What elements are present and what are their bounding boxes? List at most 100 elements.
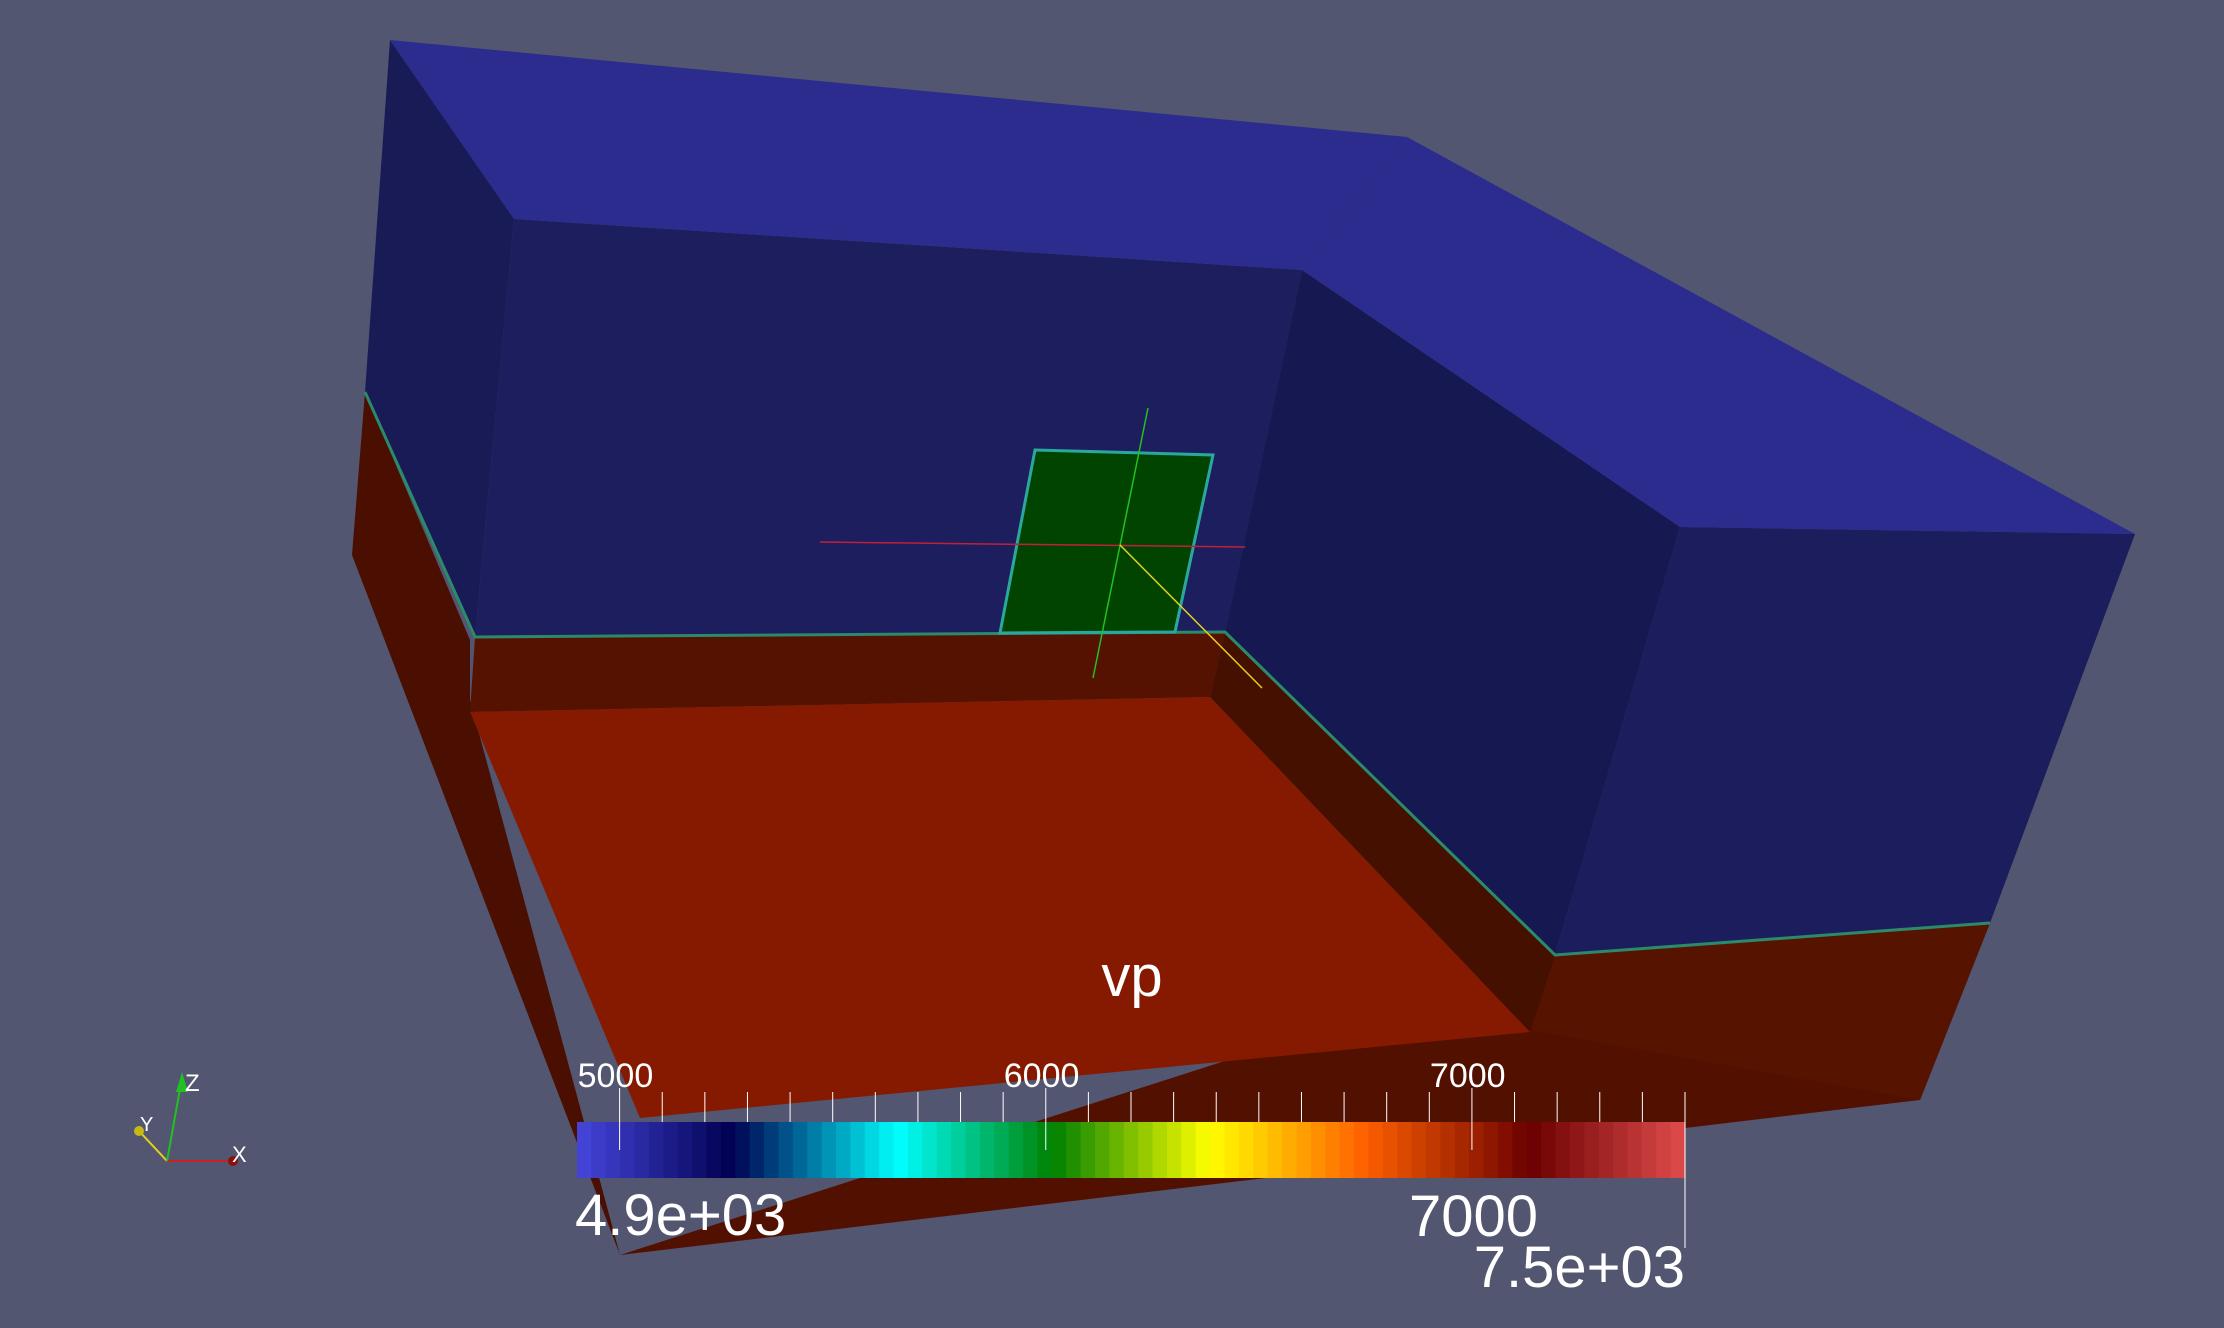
colorbar-band [821,1122,837,1178]
colorbar-band [1224,1122,1240,1178]
colorbar-band [591,1122,607,1178]
colorbar-band [1541,1122,1557,1178]
colorbar-ticks: 5000 6000 7000 [578,1057,1686,1248]
upper-right-outer-side [1555,527,2135,955]
lower-left-side [352,392,620,1255]
colorbar-title: vp [1101,944,1162,1009]
upper-left-outer-side [365,40,514,637]
colorbar-band [1656,1122,1672,1178]
colorbar-band [1526,1122,1542,1178]
colorbar-band [634,1122,650,1178]
colorbar-band [1210,1122,1226,1178]
colorbar-band [994,1122,1010,1178]
colorbar-band [1584,1122,1600,1178]
colorbar-band [1080,1122,1096,1178]
colorbar-band [1152,1122,1168,1178]
colorbar-band [1613,1122,1629,1178]
orientation-x-label: X [232,1142,247,1167]
colorbar-band [1195,1122,1211,1178]
colorbar-band [1569,1122,1585,1178]
colorbar-band [792,1122,808,1178]
colorbar-min-label: 4.9e+03 [575,1183,786,1248]
colorbar-band [1555,1122,1571,1178]
colorbar-band [1181,1122,1197,1178]
colorbar-band [807,1122,823,1178]
colorbar-band [936,1122,952,1178]
colorbar-band [1267,1122,1283,1178]
layer-interface-lines [363,391,1991,957]
colorbar-max-label: 7.5e+03 [1474,1235,1685,1300]
colorbar-band [706,1122,722,1178]
colorbar-band [648,1122,664,1178]
colorbar-band [677,1122,693,1178]
colorbar-band [764,1122,780,1178]
color-legend[interactable]: vp 5000 6000 7000 4.9e+03 7000 7.5e+03 [575,944,1686,1300]
upper-top-face-left [390,40,1407,270]
colorbar-band [1454,1122,1470,1178]
colorbar-band [1095,1122,1111,1178]
colorbar-band [893,1122,909,1178]
colorbar-band [1382,1122,1398,1178]
colorbar-band [1238,1122,1254,1178]
colorbar-band [605,1122,621,1178]
colorbar-band [1440,1122,1456,1178]
colorbar-band [1310,1122,1326,1178]
upper-layer [365,40,2135,955]
colorbar-band [1066,1122,1082,1178]
colorbar-band [1296,1122,1312,1178]
colorbar-band [879,1122,895,1178]
colorbar-band [749,1122,765,1178]
colorbar-band [864,1122,880,1178]
colorbar-band [951,1122,967,1178]
lower-right-side [1530,923,1990,1100]
colorbar-band [1023,1122,1039,1178]
colorbar-band [1411,1122,1427,1178]
colorbar-band [1469,1122,1485,1178]
colorbar-band [1253,1122,1269,1178]
colorbar-band [1123,1122,1139,1178]
orientation-z-label: Z [185,1070,200,1097]
colorbar-band [1368,1122,1384,1178]
orientation-y-label: Y [140,1114,153,1136]
colorbar-extra-label: 7000 [1409,1184,1538,1249]
colorbar-band [836,1122,851,1178]
colorbar-band [1670,1122,1686,1178]
colorbar-band [663,1122,679,1178]
colorbar-band [1138,1122,1154,1178]
lower-inner-right-wall [1210,632,1555,1032]
colorbar-band [1425,1122,1441,1178]
colorbar-band [1282,1122,1298,1178]
colorbar-band [965,1122,981,1178]
colorbar-band [720,1122,736,1178]
colorbar-band [1397,1122,1413,1178]
colorbar-band [1497,1122,1513,1178]
colorbar-bands [577,1122,1686,1178]
colorbar-band [1598,1122,1614,1178]
colorbar-band [922,1122,938,1178]
colorbar-band [1339,1122,1355,1178]
colorbar-band [1512,1122,1528,1178]
colorbar-band [1109,1122,1125,1178]
colorbar-tick-label: 5000 [578,1057,654,1095]
colorbar-band [1166,1122,1182,1178]
colorbar-band [1051,1122,1067,1178]
center-axes-widget [819,407,1263,689]
colorbar-band [1483,1122,1499,1178]
upper-top-face-right [1302,137,2135,534]
colorbar-band [1325,1122,1341,1178]
colorbar-band [979,1122,995,1178]
colorbar-band [850,1122,866,1178]
inclusion-body [998,448,1215,635]
lower-floor [470,697,1530,1118]
colorbar-band [907,1122,923,1178]
orientation-y-axis [138,1130,168,1162]
colorbar-band [1008,1122,1024,1178]
colorbar-tick-label: 7000 [1430,1057,1506,1095]
colorbar-band [620,1122,636,1178]
colorbar-band [577,1122,592,1178]
colorbar-band [1641,1122,1657,1178]
colorbar-tick-label: 6000 [1004,1057,1080,1095]
upper-right-inner-wall [1225,270,1680,955]
